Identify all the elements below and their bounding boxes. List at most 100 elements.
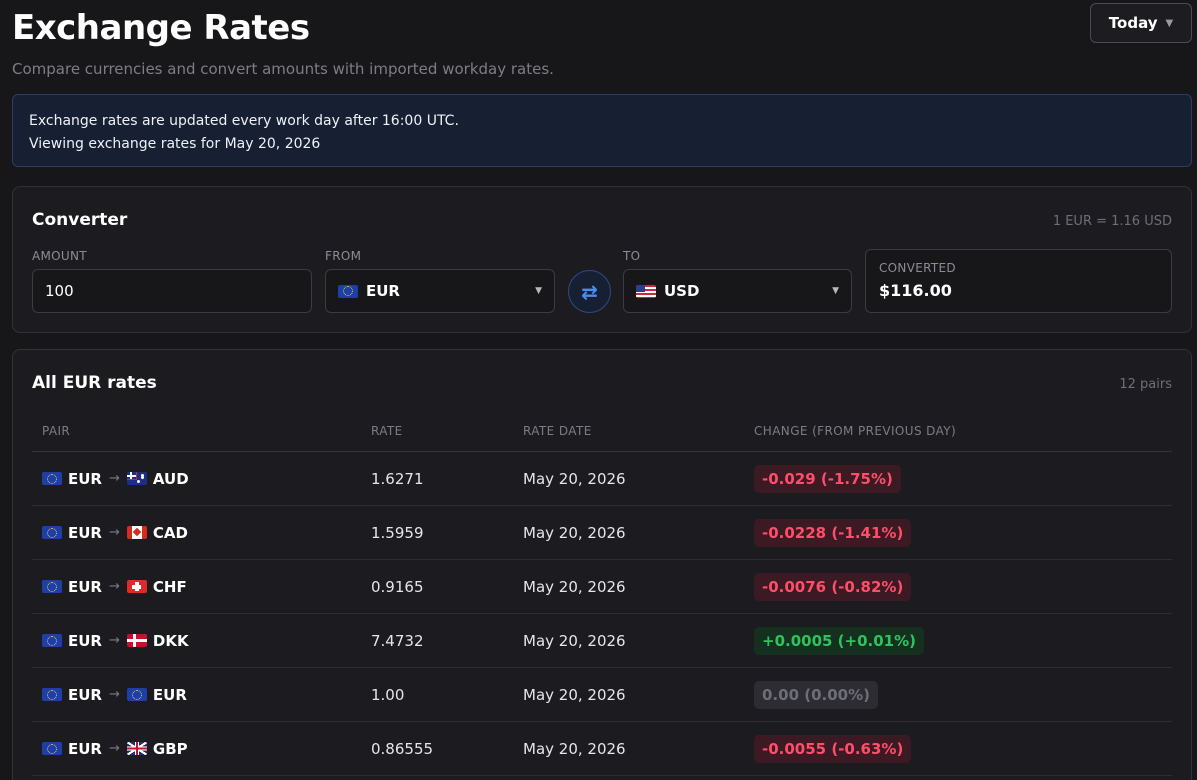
eu-flag-icon — [42, 472, 62, 485]
eu-flag-icon — [42, 526, 62, 539]
arrow-right-icon: → — [108, 525, 120, 540]
amount-label: AMOUNT — [32, 249, 87, 263]
pair-cell: EUR → DKK — [42, 614, 189, 667]
quote-currency: CAD — [152, 523, 188, 542]
rate-cell: 7.4732 — [371, 631, 424, 650]
change-badge: 0.00 (0.00%) — [754, 680, 878, 709]
quote-currency: EUR — [152, 685, 187, 704]
date-cell: May 20, 2026 — [523, 631, 626, 650]
arrow-right-icon: → — [108, 687, 120, 702]
date-selector-button[interactable]: Today ▼ — [1090, 3, 1192, 43]
table-row[interactable]: EUR → CAD 1.5959 May 20, 2026 -0.0228 (-… — [32, 506, 1172, 560]
gb-flag-icon — [126, 742, 147, 755]
page-subtitle: Compare currencies and convert amounts w… — [12, 60, 554, 78]
date-cell: May 20, 2026 — [523, 577, 626, 596]
converter-rate-hint: 1 EUR = 1.16 USD — [1052, 214, 1172, 229]
change-badge: -0.0076 (-0.82%) — [754, 572, 912, 601]
quote-currency: AUD — [152, 469, 189, 488]
change-cell: -0.0076 (-0.82%) — [754, 560, 912, 613]
eu-flag-icon — [338, 284, 358, 298]
converted-value: $116.00 — [879, 281, 952, 300]
date-selector-label: Today — [1108, 14, 1158, 32]
page-title: Exchange Rates — [12, 8, 310, 48]
change-badge: -0.0055 (-0.63%) — [754, 734, 912, 763]
rate-cell: 0.9165 — [371, 577, 424, 596]
quote-currency: CHF — [152, 577, 187, 596]
eu-flag-icon — [42, 634, 62, 647]
col-date-header: RATE DATE — [523, 424, 592, 438]
table-header: PAIR RATE RATE DATE CHANGE (FROM PREVIOU… — [32, 414, 1172, 452]
change-cell: -0.0228 (-1.41%) — [754, 506, 912, 559]
change-badge: +0.0005 (+0.01%) — [754, 626, 924, 655]
chevron-down-icon: ▼ — [1165, 17, 1174, 29]
amount-value: 100 — [45, 282, 74, 300]
table-row[interactable]: EUR → EUR 1.00 May 20, 2026 0.00 (0.00%) — [32, 668, 1172, 722]
chevron-down-icon: ▼ — [832, 286, 839, 296]
swap-arrows-icon: ⇄ — [581, 279, 598, 304]
to-currency-value: USD — [664, 282, 700, 300]
eu-flag-icon — [126, 688, 147, 701]
change-badge: -0.029 (-1.75%) — [754, 464, 901, 493]
base-currency: EUR — [68, 685, 102, 704]
change-cell: -0.0055 (-0.63%) — [754, 722, 912, 775]
converted-result: CONVERTED $116.00 — [865, 249, 1172, 313]
ca-flag-icon — [126, 526, 147, 539]
table-row[interactable]: EUR → DKK 7.4732 May 20, 2026 +0.0005 (+… — [32, 614, 1172, 668]
converter-title: Converter — [32, 210, 128, 230]
eu-flag-icon — [42, 742, 62, 755]
pair-cell: EUR → GBP — [42, 722, 188, 775]
base-currency: EUR — [68, 631, 102, 650]
date-cell: May 20, 2026 — [523, 523, 626, 542]
amount-input[interactable]: 100 — [32, 269, 312, 313]
swap-currencies-button[interactable]: ⇄ — [568, 270, 611, 313]
rates-card: All EUR rates 12 pairs PAIR RATE RATE DA… — [12, 349, 1192, 780]
rates-table: PAIR RATE RATE DATE CHANGE (FROM PREVIOU… — [32, 414, 1172, 776]
chevron-down-icon: ▼ — [535, 286, 542, 296]
base-currency: EUR — [68, 523, 102, 542]
base-currency: EUR — [68, 577, 102, 596]
change-badge: -0.0228 (-1.41%) — [754, 518, 912, 547]
arrow-right-icon: → — [108, 579, 120, 594]
change-cell: +0.0005 (+0.01%) — [754, 614, 924, 667]
rate-cell: 0.86555 — [371, 739, 434, 758]
col-change-header: CHANGE (FROM PREVIOUS DAY) — [754, 424, 957, 438]
table-row[interactable]: EUR → AUD 1.6271 May 20, 2026 -0.029 (-1… — [32, 452, 1172, 506]
base-currency: EUR — [68, 469, 102, 488]
converted-label: CONVERTED — [879, 261, 956, 275]
converter-card: Converter 1 EUR = 1.16 USD AMOUNT 100 FR… — [12, 186, 1192, 333]
rate-cell: 1.5959 — [371, 523, 424, 542]
info-viewing-text: Viewing exchange rates for May 20, 2026 — [29, 136, 321, 152]
col-pair-header: PAIR — [42, 424, 71, 438]
date-cell: May 20, 2026 — [523, 739, 626, 758]
ch-flag-icon — [126, 580, 147, 593]
col-rate-header: RATE — [371, 424, 403, 438]
table-row[interactable]: EUR → CHF 0.9165 May 20, 2026 -0.0076 (-… — [32, 560, 1172, 614]
au-flag-icon — [126, 472, 147, 485]
table-row[interactable]: EUR → GBP 0.86555 May 20, 2026 -0.0055 (… — [32, 722, 1172, 776]
arrow-right-icon: → — [108, 741, 120, 756]
rate-cell: 1.6271 — [371, 469, 424, 488]
to-label: TO — [623, 249, 641, 263]
us-flag-icon — [636, 284, 656, 298]
from-currency-select[interactable]: EUR ▼ — [325, 269, 555, 313]
pair-cell: EUR → CHF — [42, 560, 187, 613]
date-cell: May 20, 2026 — [523, 469, 626, 488]
rates-count: 12 pairs — [1119, 377, 1172, 392]
base-currency: EUR — [68, 739, 102, 758]
arrow-right-icon: → — [108, 633, 120, 648]
from-currency-value: EUR — [366, 282, 400, 300]
quote-currency: GBP — [152, 739, 188, 758]
info-banner: Exchange rates are updated every work da… — [12, 94, 1192, 167]
change-cell: 0.00 (0.00%) — [754, 668, 878, 721]
eu-flag-icon — [42, 580, 62, 593]
pair-cell: EUR → CAD — [42, 506, 188, 559]
eu-flag-icon — [42, 688, 62, 701]
quote-currency: DKK — [152, 631, 189, 650]
pair-cell: EUR → EUR — [42, 668, 187, 721]
date-cell: May 20, 2026 — [523, 685, 626, 704]
change-cell: -0.029 (-1.75%) — [754, 452, 901, 505]
to-currency-select[interactable]: USD ▼ — [623, 269, 852, 313]
pair-cell: EUR → AUD — [42, 452, 189, 505]
dk-flag-icon — [126, 634, 147, 647]
